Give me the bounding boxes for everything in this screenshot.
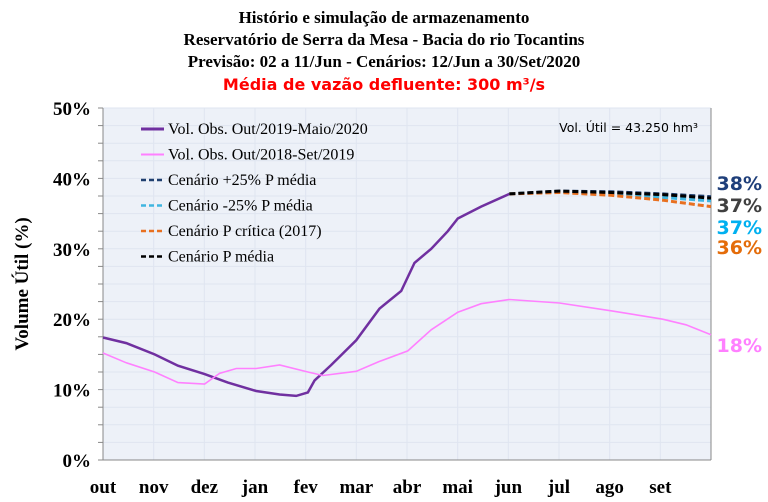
y-tick-label: 30% xyxy=(53,240,91,261)
annotation-vol-util: Vol. Útil = 43.250 hm³ xyxy=(559,120,698,135)
x-tick-label: out xyxy=(90,477,117,498)
end-label: 37% xyxy=(717,195,762,217)
x-tick-label: jun xyxy=(494,477,523,498)
x-tick-label: fev xyxy=(294,477,319,498)
chart-title-2: Reservatório de Serra da Mesa - Bacia do… xyxy=(183,30,585,49)
y-axis-label: Volume Útil (%) xyxy=(11,217,33,350)
y-tick-label: 10% xyxy=(53,381,91,402)
end-label: 38% xyxy=(717,173,762,195)
end-label: 36% xyxy=(717,237,762,259)
x-tick-label: dez xyxy=(191,477,219,498)
series-line-1 xyxy=(102,298,712,385)
chart-title-1: Histório e simulação de armazenamento xyxy=(238,8,530,27)
legend-label: Cenário P crítica (2017) xyxy=(168,223,322,240)
x-tick-label: abr xyxy=(393,477,422,498)
legend-label: Cenário -25% P média xyxy=(168,198,313,215)
x-tick-label: jul xyxy=(547,477,570,498)
y-tick-label: 20% xyxy=(53,310,91,331)
legend-label: Vol. Obs. Out/2019-Maio/2020 xyxy=(168,121,368,138)
end-label: 37% xyxy=(717,217,762,239)
y-tick-label: 0% xyxy=(63,451,92,472)
chart-title-3: Previsão: 02 a 11/Jun - Cenários: 12/Jun… xyxy=(187,52,581,71)
x-tick-label: mar xyxy=(339,477,373,498)
x-tick-label: set xyxy=(649,477,672,498)
x-tick-label: mai xyxy=(442,477,473,498)
series-line-0 xyxy=(102,192,510,398)
x-tick-label: ago xyxy=(595,477,624,498)
end-label: 18% xyxy=(717,335,762,357)
series-line-5 xyxy=(509,189,712,200)
legend-label: Vol. Obs. Out/2018-Set/2019 xyxy=(168,147,354,164)
chart-subtitle: Média de vazão defluente: 300 m³/s xyxy=(222,75,546,94)
y-tick-label: 40% xyxy=(53,169,91,190)
x-tick-label: jan xyxy=(241,477,269,498)
y-tick-label: 50% xyxy=(53,99,91,120)
legend-label: Cenário +25% P média xyxy=(168,172,316,189)
x-tick-label: nov xyxy=(139,477,169,498)
legend-label: Cenário P média xyxy=(168,249,274,266)
series-line-4 xyxy=(509,190,712,209)
